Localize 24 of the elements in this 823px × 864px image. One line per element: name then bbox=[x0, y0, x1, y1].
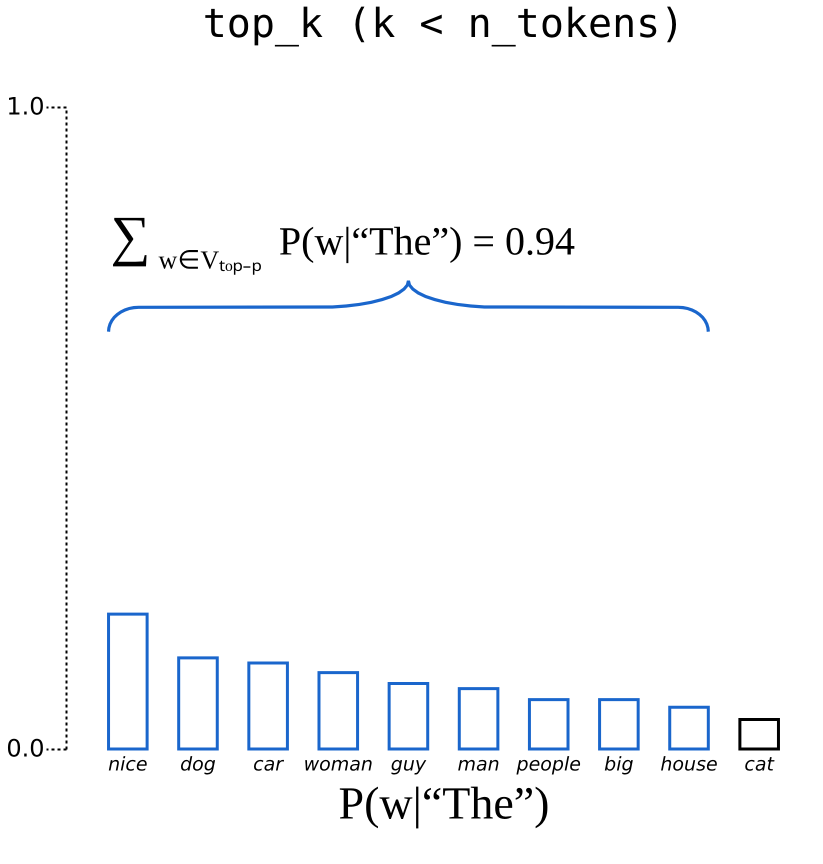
bar bbox=[317, 671, 360, 750]
bar bbox=[598, 698, 640, 750]
bar bbox=[107, 612, 149, 750]
y-tick-label: 1.0 bbox=[6, 92, 44, 120]
x-axis-title: P(w|“The”) bbox=[338, 778, 550, 828]
y-tick-label: 0.0 bbox=[6, 734, 44, 762]
x-tick-label: big bbox=[604, 754, 634, 776]
x-tick-label: dog bbox=[180, 754, 216, 776]
x-tick-label: car bbox=[253, 754, 284, 776]
bar bbox=[668, 706, 710, 750]
bar bbox=[738, 718, 780, 750]
x-tick-label: cat bbox=[744, 754, 776, 776]
x-tick-label: woman bbox=[304, 754, 373, 776]
x-tick-label: people bbox=[516, 754, 581, 776]
x-tick-label: nice bbox=[108, 754, 148, 776]
bar bbox=[177, 656, 219, 750]
bar bbox=[388, 682, 430, 750]
bar bbox=[247, 661, 289, 750]
x-tick-label: guy bbox=[390, 754, 427, 776]
x-tick-label: man bbox=[457, 754, 500, 776]
bar bbox=[458, 687, 500, 750]
chart-title: top_k (k < n_tokens) bbox=[202, 1, 684, 47]
bar bbox=[528, 698, 570, 750]
x-tick-label: house bbox=[660, 754, 718, 776]
